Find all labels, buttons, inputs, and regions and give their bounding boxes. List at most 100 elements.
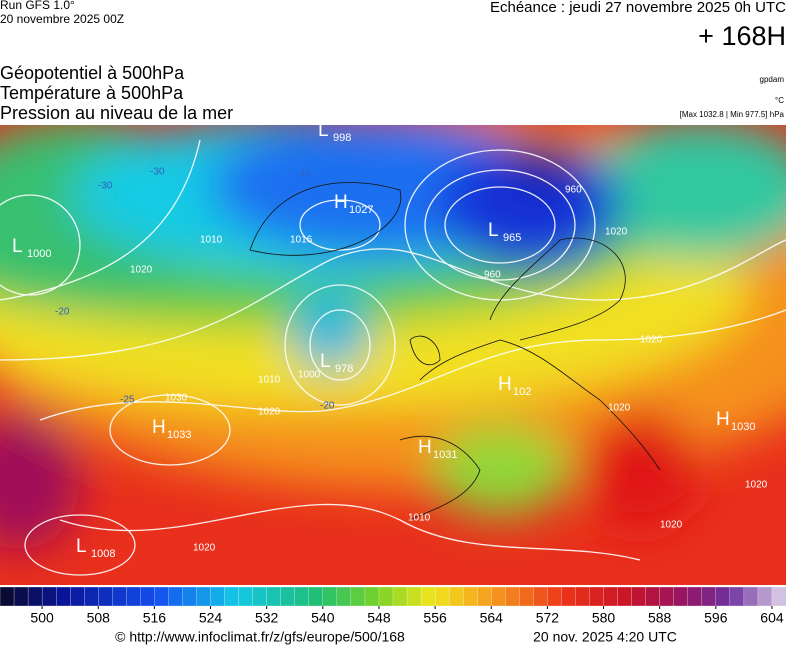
colorbar-swatch bbox=[406, 586, 422, 607]
isobar-label: 1020 bbox=[608, 403, 631, 414]
isobar-label: 960 bbox=[484, 270, 501, 281]
temperature-label: -25 bbox=[120, 395, 135, 406]
center-pressure: 965 bbox=[503, 232, 521, 244]
colorbar-swatch bbox=[477, 586, 492, 607]
colorbar-swatch bbox=[420, 586, 436, 607]
colorbar-swatch bbox=[448, 586, 464, 607]
colorbar-tick-label: 572 bbox=[536, 610, 560, 626]
colorbar-swatch bbox=[126, 586, 141, 607]
colorbar-swatch bbox=[70, 586, 85, 607]
colorbar-swatch bbox=[659, 586, 675, 607]
center-letter: L bbox=[320, 351, 331, 372]
colorbar-swatch bbox=[196, 586, 211, 607]
layer-label: Géopotentiel à 500hPa bbox=[0, 63, 185, 83]
colorbar-swatch bbox=[27, 586, 43, 607]
temperature-label: -20 bbox=[55, 307, 70, 318]
center-letter: H bbox=[716, 409, 730, 430]
colorbar-swatch bbox=[55, 586, 71, 607]
isobar-label: 1020 bbox=[640, 335, 663, 346]
colorbar-swatch bbox=[280, 586, 296, 607]
colorbar-tick-label: 548 bbox=[367, 610, 391, 626]
colorbar-tick-label: 588 bbox=[648, 610, 672, 626]
colorbar-swatch bbox=[505, 586, 520, 607]
colorbar-swatch bbox=[589, 586, 604, 607]
colorbar-swatch bbox=[364, 586, 380, 607]
isobar-label: 1010 bbox=[258, 375, 281, 386]
layer-label: Température à 500hPa bbox=[0, 83, 184, 103]
colorbar-swatch bbox=[491, 586, 506, 607]
colorbar-swatch bbox=[84, 586, 99, 607]
isobar-label: 1010 bbox=[200, 235, 223, 246]
colorbar-tick-label: 540 bbox=[311, 610, 335, 626]
colorbar-swatch bbox=[238, 586, 254, 607]
generated-time: 20 nov. 2025 4:20 UTC bbox=[533, 629, 677, 645]
center-letter: L bbox=[318, 120, 329, 141]
center-letter: H bbox=[334, 192, 348, 213]
colorbar-tick-label: 500 bbox=[30, 610, 54, 626]
source-link: © http://www.infoclimat.fr/z/gfs/europe/… bbox=[115, 629, 405, 645]
isobar-label: 1000 bbox=[298, 370, 321, 381]
colorbar-swatch bbox=[547, 586, 562, 607]
colorbar-swatch bbox=[322, 586, 338, 607]
temperature-label: -40 bbox=[296, 169, 311, 180]
colorbar-swatch bbox=[154, 586, 169, 607]
colorbar-swatch bbox=[308, 586, 324, 607]
colorbar-swatch bbox=[575, 586, 590, 607]
colorbar-swatch bbox=[645, 586, 661, 607]
colorbar-swatch bbox=[687, 586, 703, 607]
colorbar-swatch bbox=[168, 586, 183, 607]
center-pressure: 1033 bbox=[167, 429, 191, 441]
isobar-label: 1016 bbox=[290, 235, 313, 246]
center-letter: L bbox=[76, 536, 87, 557]
isobar-label: 1020 bbox=[660, 520, 683, 531]
colorbar-swatch bbox=[41, 586, 57, 607]
temperature-label: -30 bbox=[150, 167, 165, 178]
isobar-label: 1020 bbox=[130, 265, 153, 276]
isobar-label: 1020 bbox=[193, 543, 216, 554]
colorbar-swatch bbox=[350, 586, 366, 607]
colorbar-swatch bbox=[743, 586, 759, 607]
isobar-label: 1020 bbox=[605, 227, 628, 238]
center-pressure: 1027 bbox=[349, 204, 373, 216]
colorbar-swatch bbox=[533, 586, 548, 607]
map bbox=[0, 125, 786, 585]
colorbar-swatch bbox=[182, 586, 197, 607]
colorbar-swatch bbox=[715, 586, 731, 607]
run-label: Run GFS 1.0° bbox=[0, 0, 75, 12]
colorbar-swatch bbox=[210, 586, 226, 607]
colorbar-swatch bbox=[140, 586, 155, 607]
colorbar-swatch bbox=[378, 586, 394, 607]
isobar-label: 1010 bbox=[408, 513, 431, 524]
unit-label: [Max 1032.8 | Min 977.5] hPa bbox=[680, 110, 785, 119]
valid-time: Echéance : jeudi 27 novembre 2025 0h UTC bbox=[490, 0, 786, 16]
unit-label: °C bbox=[775, 96, 784, 105]
center-pressure: 1031 bbox=[433, 449, 457, 461]
center-letter: L bbox=[12, 236, 23, 257]
colorbar-swatch bbox=[434, 586, 450, 607]
colorbar-swatch bbox=[603, 586, 619, 607]
colorbar-swatch bbox=[0, 586, 15, 607]
run-date: 20 novembre 2025 00Z bbox=[0, 12, 124, 26]
unit-label: gpdam bbox=[760, 75, 785, 84]
colorbar-swatch bbox=[631, 586, 647, 607]
colorbar-swatch bbox=[392, 586, 408, 607]
colorbar-tick-label: 596 bbox=[704, 610, 728, 626]
colorbar-swatch bbox=[757, 586, 773, 607]
colorbar-swatch bbox=[112, 586, 127, 607]
center-pressure: 102 bbox=[513, 386, 531, 398]
colorbar-swatch bbox=[98, 586, 113, 607]
colorbar-swatch bbox=[701, 586, 717, 607]
colorbar-swatch bbox=[673, 586, 689, 607]
center-pressure: 998 bbox=[333, 132, 351, 144]
layer-label: Pression au niveau de la mer bbox=[0, 103, 233, 123]
isobar-label: 1020 bbox=[258, 407, 281, 418]
center-letter: H bbox=[498, 374, 512, 395]
colorbar-swatch bbox=[771, 586, 786, 607]
colorbar-swatch bbox=[729, 586, 745, 607]
colorbar-swatch bbox=[13, 586, 29, 607]
colorbar: 500 508 516 524 532 540 548 556 564 572 580 588 596 6… bbox=[0, 586, 786, 626]
colorbar-swatch bbox=[294, 586, 310, 607]
colorbar-swatch bbox=[561, 586, 576, 607]
colorbar-tick-label: 564 bbox=[480, 610, 504, 626]
